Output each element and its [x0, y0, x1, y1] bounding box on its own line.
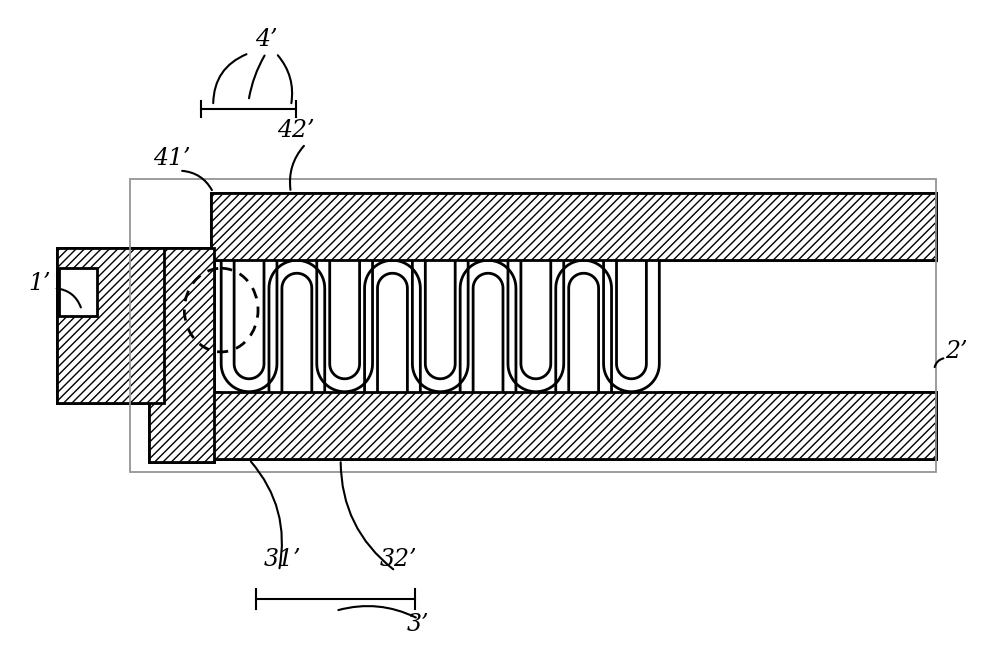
Bar — [412, 364, 468, 392]
Bar — [269, 260, 325, 288]
Text: 3’: 3’ — [407, 613, 430, 637]
Bar — [269, 260, 282, 392]
Bar — [317, 260, 330, 392]
Ellipse shape — [521, 349, 551, 379]
Bar — [551, 260, 564, 392]
Bar — [57, 249, 164, 403]
Bar — [282, 288, 312, 392]
Ellipse shape — [473, 273, 503, 303]
Ellipse shape — [378, 273, 407, 303]
Bar — [569, 288, 599, 392]
Bar — [365, 260, 378, 392]
Bar — [521, 260, 551, 364]
Bar — [57, 249, 164, 403]
Ellipse shape — [282, 273, 312, 303]
Bar — [556, 260, 569, 392]
Bar — [264, 260, 277, 392]
Text: 41’: 41’ — [153, 147, 190, 171]
Ellipse shape — [234, 349, 264, 379]
Bar — [221, 260, 234, 392]
Text: 2’: 2’ — [945, 340, 967, 364]
Bar — [508, 364, 564, 392]
Ellipse shape — [330, 349, 360, 379]
Bar — [412, 260, 425, 392]
Bar — [503, 260, 516, 392]
Bar — [211, 392, 936, 459]
Bar — [317, 364, 373, 392]
Bar — [234, 260, 264, 364]
Bar — [211, 392, 936, 459]
Bar — [604, 364, 659, 392]
Bar — [425, 260, 455, 364]
Bar — [130, 178, 936, 473]
Bar — [460, 260, 473, 392]
Bar — [455, 260, 468, 392]
Ellipse shape — [569, 273, 599, 303]
Bar — [617, 260, 646, 364]
Bar — [604, 260, 617, 392]
Bar — [599, 260, 612, 392]
Bar — [460, 260, 516, 288]
Bar — [407, 260, 420, 392]
Bar — [149, 249, 214, 463]
Bar — [221, 364, 277, 392]
Bar — [556, 260, 612, 288]
Bar — [149, 249, 214, 463]
Bar — [365, 260, 420, 288]
Bar — [211, 192, 936, 260]
Text: 32’: 32’ — [380, 547, 417, 570]
Bar — [312, 260, 325, 392]
Text: 31’: 31’ — [264, 547, 302, 570]
Bar — [360, 260, 373, 392]
Bar — [330, 260, 360, 364]
Bar — [130, 178, 936, 473]
Bar — [646, 260, 659, 392]
Ellipse shape — [425, 349, 455, 379]
Text: 42’: 42’ — [277, 120, 315, 142]
Bar — [378, 288, 407, 392]
Bar — [211, 192, 936, 260]
Bar — [473, 288, 503, 392]
Bar — [59, 268, 97, 316]
Text: 1’: 1’ — [29, 272, 51, 295]
Bar — [508, 260, 521, 392]
Ellipse shape — [617, 349, 646, 379]
Text: 4’: 4’ — [255, 28, 277, 51]
Bar — [59, 268, 97, 316]
